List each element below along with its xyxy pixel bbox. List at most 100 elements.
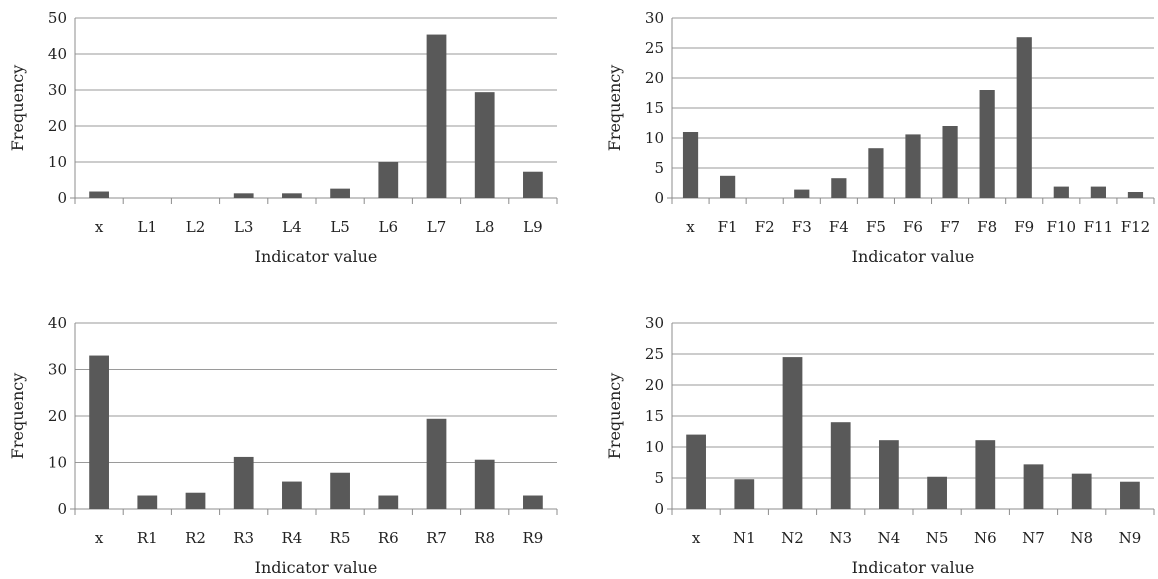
x-tick-label: N1 [733, 529, 756, 547]
y-tick-label: 30 [645, 314, 664, 332]
bar [523, 495, 543, 509]
bar [1071, 473, 1092, 509]
x-tick-label: L4 [282, 218, 302, 236]
x-tick-label: L2 [186, 218, 206, 236]
x-tick-label: L9 [523, 218, 543, 236]
x-axis-title: Indicator value [852, 558, 975, 577]
bar [330, 188, 350, 198]
bar [1023, 464, 1044, 509]
x-tick-label: F12 [1121, 218, 1151, 236]
y-axis-title: Frequency [8, 373, 27, 460]
bar [682, 132, 699, 198]
x-tick-label: F7 [940, 218, 960, 236]
bar [831, 178, 847, 198]
x-tick-label: N8 [1070, 529, 1093, 547]
y-tick-label: 0 [654, 500, 664, 518]
x-tick-label: F1 [718, 218, 738, 236]
x-axis-title: Indicator value [255, 558, 378, 577]
y-tick-label: 25 [645, 345, 664, 363]
chart-panel-bottom-right: 0 5 10 15 20 25 30 x N1 N2 N3 N4 N5 N6 N7 N8 N9 Indicator… [605, 314, 1155, 577]
bar [794, 189, 810, 198]
bar [474, 459, 495, 509]
y-tick-label: 5 [654, 469, 664, 487]
x-axis-title: Indicator value [255, 247, 378, 266]
bar [927, 476, 947, 509]
y-tick-label: 10 [48, 454, 67, 472]
y-tick-label: 5 [654, 159, 664, 177]
x-tick-label: L8 [475, 218, 495, 236]
x-tick-label: L3 [234, 218, 254, 236]
x-tick-label: R8 [474, 529, 495, 547]
x-tick-label: F5 [866, 218, 886, 236]
chart-panel-bottom-left: 0 10 20 30 40 x R1 R2 R3 R4 R5 R6 R7 R8 R9 Indicator va… [8, 314, 558, 577]
x-tick-label: F8 [977, 218, 997, 236]
bar [905, 134, 921, 198]
y-tick-label: 20 [645, 69, 664, 87]
bar [1127, 192, 1144, 198]
bar [282, 193, 302, 198]
bar [426, 418, 447, 509]
bar [378, 162, 399, 198]
x-tick-label: x [95, 218, 104, 236]
bar [1120, 481, 1140, 509]
x-tick-label: N6 [974, 529, 997, 547]
x-axis-title: Indicator value [852, 247, 975, 266]
x-tick-label: R2 [185, 529, 206, 547]
x-tick-label: F10 [1047, 218, 1077, 236]
x-tick-label: F9 [1014, 218, 1034, 236]
x-tick-label: F6 [903, 218, 923, 236]
x-tick-label: L1 [138, 218, 158, 236]
bar [879, 440, 899, 509]
x-tick-label: N9 [1119, 529, 1142, 547]
y-tick-label: 30 [48, 81, 67, 99]
x-tick-label: L6 [379, 218, 399, 236]
bar [830, 422, 851, 509]
bar [868, 148, 884, 198]
x-tick-label: R5 [330, 529, 351, 547]
chart-panel-top-right: 0 5 10 15 20 25 30 x F1 F2 F3 F4 F5 F6 F7 F8 F9 F10 F11 F12… [605, 9, 1155, 266]
bar [233, 193, 254, 198]
y-tick-label: 20 [645, 376, 664, 394]
x-tick-label: R9 [522, 529, 543, 547]
x-tick-label: R4 [281, 529, 302, 547]
bar [975, 440, 996, 509]
y-tick-label: 25 [645, 39, 664, 57]
bar [734, 479, 755, 509]
bar [979, 90, 995, 198]
y-tick-label: 20 [48, 117, 67, 135]
chart-panel-top-left: 0 10 20 30 40 50 x L1 L2 L3 L4 L5 L6 L7 L8 L9 Indicator … [8, 9, 558, 266]
bar [137, 495, 158, 509]
bar [378, 495, 399, 509]
y-tick-label: 50 [48, 9, 67, 27]
bar [185, 492, 206, 509]
x-tick-label: F11 [1084, 218, 1114, 236]
x-tick-label: N2 [781, 529, 804, 547]
y-tick-label: 0 [57, 189, 67, 207]
x-tick-label: L5 [330, 218, 350, 236]
y-tick-label: 40 [48, 45, 67, 63]
x-tick-label: R7 [426, 529, 447, 547]
y-tick-label: 10 [645, 129, 664, 147]
y-tick-label: 30 [48, 361, 67, 379]
x-tick-label: F2 [755, 218, 775, 236]
x-tick-label: x [95, 529, 104, 547]
x-tick-label: F3 [792, 218, 812, 236]
y-tick-label: 15 [645, 99, 664, 117]
bar [474, 92, 495, 198]
x-tick-label: N7 [1022, 529, 1045, 547]
x-tick-label: R1 [137, 529, 158, 547]
y-tick-label: 10 [645, 438, 664, 456]
x-tick-label: L7 [427, 218, 447, 236]
y-tick-label: 10 [48, 153, 67, 171]
bar [330, 472, 350, 509]
y-axis-title: Frequency [605, 65, 624, 152]
bar [782, 357, 803, 509]
bar [720, 175, 736, 198]
x-tick-label: x [692, 529, 701, 547]
x-tick-label: F4 [829, 218, 849, 236]
y-tick-label: 40 [48, 314, 67, 332]
bar [426, 34, 447, 199]
bar [282, 481, 302, 509]
y-axis-title: Frequency [8, 65, 27, 152]
